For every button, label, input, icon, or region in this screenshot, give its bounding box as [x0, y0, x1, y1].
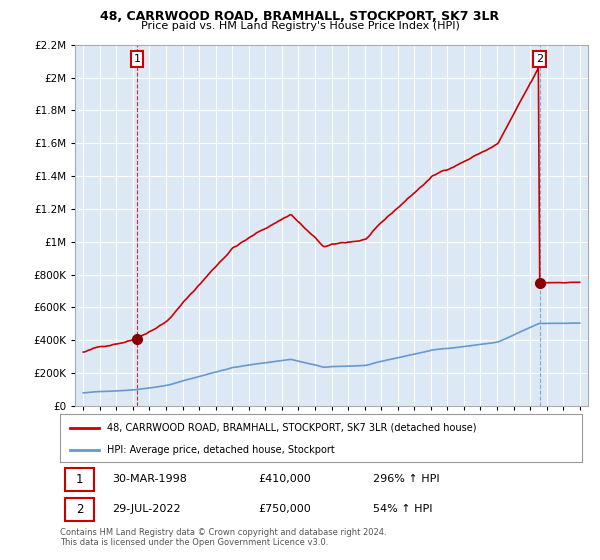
- Bar: [65, 498, 94, 521]
- Text: 296% ↑ HPI: 296% ↑ HPI: [373, 474, 440, 484]
- Text: HPI: Average price, detached house, Stockport: HPI: Average price, detached house, Stoc…: [107, 445, 335, 455]
- Text: £750,000: £750,000: [259, 505, 311, 515]
- Text: £410,000: £410,000: [259, 474, 311, 484]
- Text: 2: 2: [76, 503, 83, 516]
- Text: Price paid vs. HM Land Registry's House Price Index (HPI): Price paid vs. HM Land Registry's House …: [140, 21, 460, 31]
- Text: 1: 1: [134, 54, 140, 64]
- Text: Contains HM Land Registry data © Crown copyright and database right 2024.
This d: Contains HM Land Registry data © Crown c…: [60, 528, 386, 548]
- Text: 1: 1: [76, 473, 83, 486]
- Text: 48, CARRWOOD ROAD, BRAMHALL, STOCKPORT, SK7 3LR: 48, CARRWOOD ROAD, BRAMHALL, STOCKPORT, …: [100, 10, 500, 23]
- Text: 48, CARRWOOD ROAD, BRAMHALL, STOCKPORT, SK7 3LR (detached house): 48, CARRWOOD ROAD, BRAMHALL, STOCKPORT, …: [107, 423, 476, 433]
- Text: 30-MAR-1998: 30-MAR-1998: [112, 474, 187, 484]
- Bar: [65, 468, 94, 491]
- Text: 54% ↑ HPI: 54% ↑ HPI: [373, 505, 433, 515]
- Text: 29-JUL-2022: 29-JUL-2022: [112, 505, 181, 515]
- Text: 2: 2: [536, 54, 543, 64]
